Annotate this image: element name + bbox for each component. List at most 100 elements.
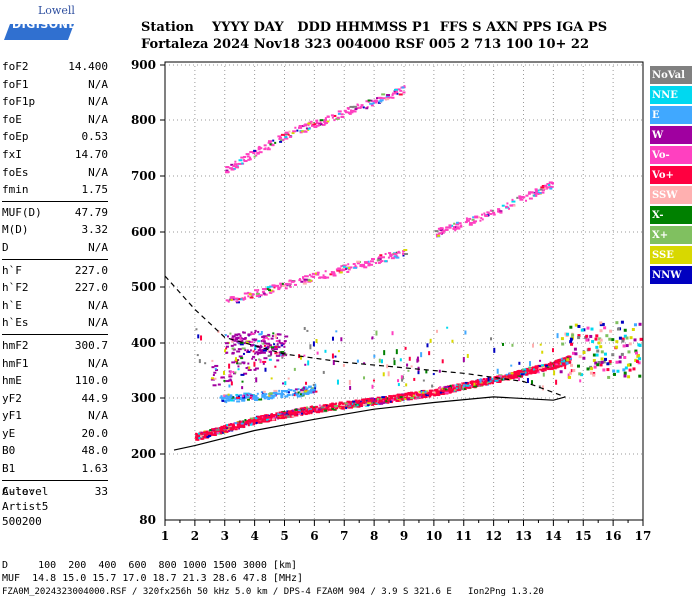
echo-point xyxy=(222,427,227,430)
echo-point xyxy=(290,414,293,417)
echo-point xyxy=(511,198,514,201)
echo-point xyxy=(489,378,493,381)
param-row: foF1p N/A xyxy=(2,93,108,111)
echo-point xyxy=(483,382,487,385)
param-row: yF2 44.9 xyxy=(2,390,108,408)
echo-point xyxy=(464,330,467,335)
echo-point xyxy=(452,226,455,229)
echo-point xyxy=(327,406,331,409)
echo-point xyxy=(232,164,236,167)
echo-point xyxy=(243,159,246,162)
echo-point xyxy=(357,104,360,107)
echo-point xyxy=(289,284,292,287)
echo-point xyxy=(520,374,524,377)
echo-point xyxy=(213,371,217,374)
echo-point xyxy=(238,159,243,162)
echo-point xyxy=(553,362,556,365)
echo-point xyxy=(196,354,199,357)
param-separator xyxy=(2,258,108,260)
echo-point xyxy=(475,380,480,383)
param-value: 3.32 xyxy=(81,223,109,237)
echo-point xyxy=(594,337,598,341)
echo-point xyxy=(288,135,292,138)
echo-point xyxy=(468,223,472,226)
echo-point xyxy=(220,432,223,435)
echo-point xyxy=(294,126,297,129)
echo-point xyxy=(254,352,257,355)
echo-point xyxy=(623,374,627,378)
echo-point xyxy=(280,396,284,399)
param-name: yE xyxy=(2,426,16,440)
echo-point xyxy=(450,389,453,392)
echo-point xyxy=(366,106,369,109)
echo-point xyxy=(280,342,284,345)
echo-point xyxy=(287,377,290,380)
echo-point xyxy=(315,124,320,127)
echo-point xyxy=(638,343,642,347)
echo-point xyxy=(540,186,545,189)
autoscaling-info: Auto: Artist5 500200 xyxy=(2,484,48,529)
echo-point xyxy=(218,429,223,432)
echo-point xyxy=(557,360,561,363)
echo-point xyxy=(245,367,248,370)
echo-point xyxy=(386,364,389,369)
echo-point xyxy=(340,337,343,342)
echo-point xyxy=(276,343,279,346)
echo-point xyxy=(250,293,255,296)
echo-point xyxy=(340,115,345,118)
echo-point xyxy=(395,399,400,402)
echo-point xyxy=(228,423,233,426)
echo-point xyxy=(312,341,315,347)
echo-point xyxy=(534,188,538,191)
echo-point xyxy=(545,364,549,367)
echo-point xyxy=(284,395,288,398)
echo-point xyxy=(244,394,247,397)
echo-point xyxy=(372,379,375,382)
echo-point xyxy=(306,412,311,415)
echo-point xyxy=(531,370,536,373)
echo-point xyxy=(541,189,545,192)
echo-point xyxy=(249,396,253,399)
echo-point xyxy=(311,272,315,275)
echo-point xyxy=(405,383,408,387)
echo-point xyxy=(512,374,517,377)
echo-point xyxy=(270,394,274,397)
echo-point xyxy=(212,374,215,377)
echo-point xyxy=(488,377,492,380)
echo-point xyxy=(306,278,311,281)
echo-point xyxy=(243,421,248,424)
echo-point xyxy=(628,363,632,367)
echo-point xyxy=(292,130,297,133)
echo-point xyxy=(319,276,324,279)
echo-point xyxy=(260,339,263,342)
echo-point xyxy=(405,392,410,395)
echo-point xyxy=(569,325,573,329)
echo-point xyxy=(371,336,374,339)
echo-point xyxy=(237,348,242,351)
echo-point xyxy=(546,367,550,370)
echo-point xyxy=(424,394,429,397)
echo-point xyxy=(456,221,460,224)
echo-point xyxy=(499,211,503,214)
echo-point xyxy=(349,105,354,108)
echo-point xyxy=(592,373,596,377)
echo-point xyxy=(426,392,429,395)
echo-point xyxy=(301,408,304,411)
echo-point xyxy=(255,292,260,295)
echo-point xyxy=(324,119,328,122)
x-tick-label: 10 xyxy=(426,529,443,543)
echo-point xyxy=(517,375,522,378)
echo-point xyxy=(438,389,441,392)
echo-point xyxy=(416,393,420,396)
echo-point xyxy=(364,401,368,404)
echo-point xyxy=(355,400,360,403)
echo-point xyxy=(420,395,424,398)
echo-point xyxy=(529,361,532,367)
echo-point xyxy=(230,398,234,401)
echo-point xyxy=(266,344,271,347)
echo-point xyxy=(262,342,265,345)
y-tick-label: 600 xyxy=(131,225,156,239)
echo-point xyxy=(489,209,492,212)
echo-point xyxy=(263,293,268,296)
echo-point xyxy=(451,384,454,387)
